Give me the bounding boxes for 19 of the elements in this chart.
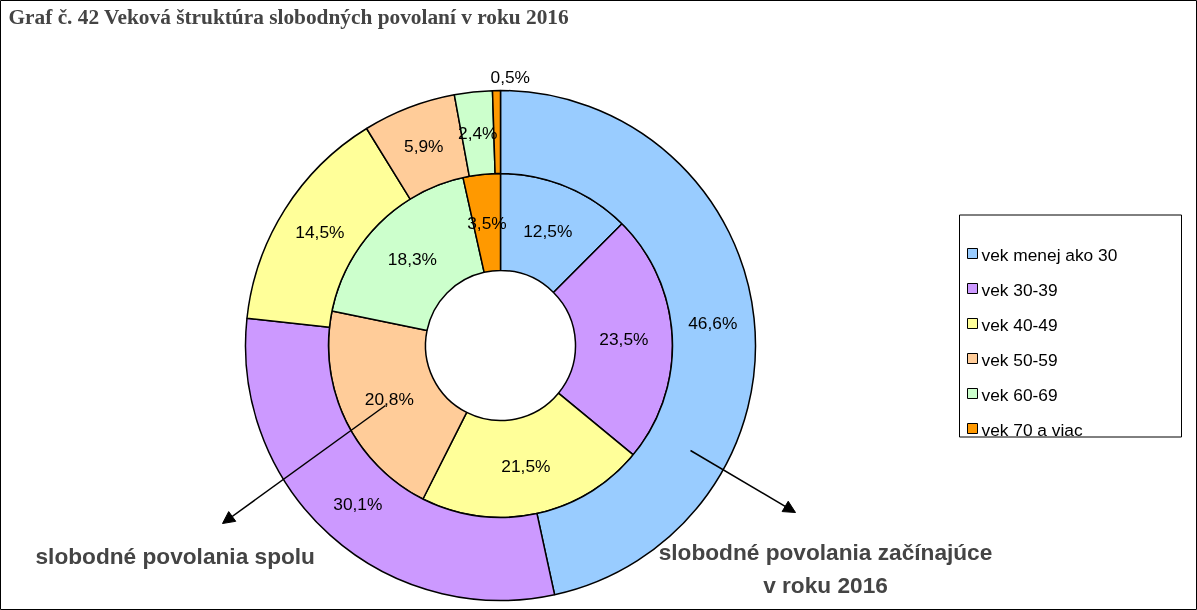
data-label: 23,5% [599,329,649,350]
legend-label: vek 30-39 [981,279,1058,300]
data-label: 0,5% [490,66,531,87]
legend-label: vek 40-49 [981,314,1058,335]
legend-label: vek menej ako 30 [981,244,1118,265]
data-label: 21,5% [501,456,551,477]
data-label: 30,1% [333,494,383,515]
legend-label: vek 70 a viac [981,419,1083,440]
data-label: 14,5% [295,221,345,242]
data-label: 46,6% [688,312,738,333]
slice-label: slobodné povolania začínajúce v roku 2016 [658,539,993,598]
data-label: 12,5% [523,221,573,242]
data-label: 20,8% [364,389,414,410]
legend-label: vek 60-69 [981,384,1058,405]
data-label: 18,3% [387,248,437,269]
chart-title: Graf č. 42 Veková štruktúra slobodných povolaní v roku 2016 [8,4,569,29]
legend-label: vek 50-59 [981,349,1058,370]
slice-label: slobodné povolania spolu [35,542,315,569]
data-label: 5,9% [404,136,444,157]
